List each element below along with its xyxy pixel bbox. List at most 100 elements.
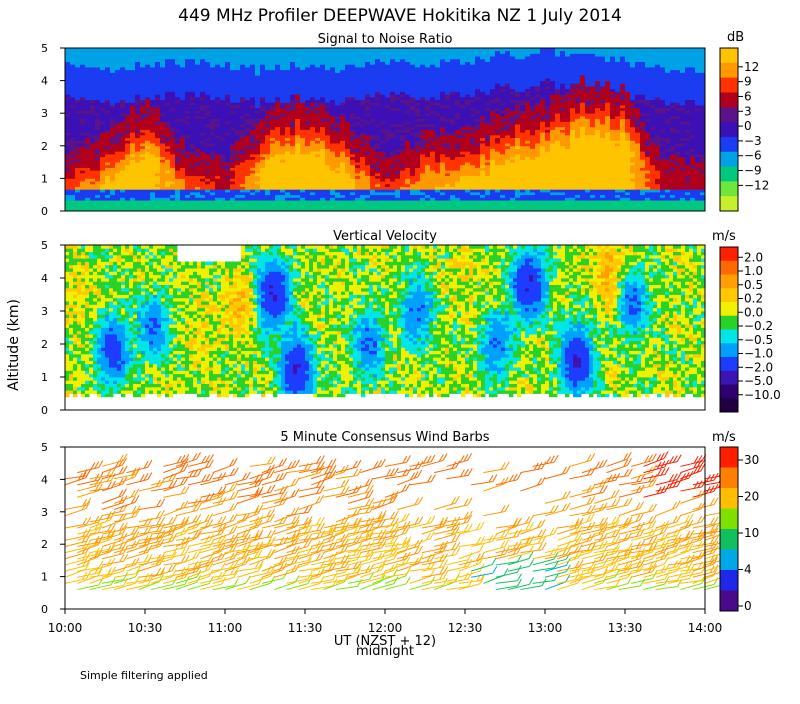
snr-cell xyxy=(430,67,436,71)
snr-cell xyxy=(315,107,321,111)
snr-cell xyxy=(235,162,241,166)
snr-cell xyxy=(400,162,406,166)
snr-cell xyxy=(105,148,111,152)
snr-cell xyxy=(330,53,336,57)
snr-cell xyxy=(340,148,346,152)
snr-cell xyxy=(380,129,386,133)
snr-cell xyxy=(460,58,466,62)
snr-cell xyxy=(460,115,466,120)
snr-cell xyxy=(420,162,426,166)
snr-cell xyxy=(140,153,146,158)
snr-cell xyxy=(185,77,191,81)
snr-cell xyxy=(175,186,181,190)
snr-cell xyxy=(380,143,386,147)
snr-cell xyxy=(270,145,276,149)
snr-cell xyxy=(80,50,86,54)
snr-cell xyxy=(280,172,286,177)
snr-cell xyxy=(420,145,426,149)
snr-cell xyxy=(440,115,446,120)
snr-cell xyxy=(160,132,166,136)
snr-cell xyxy=(465,96,471,101)
snr-cell xyxy=(455,72,461,76)
snr-cell xyxy=(155,124,161,128)
snr-cell xyxy=(130,197,136,201)
snr-cell xyxy=(430,178,436,182)
snr-cell xyxy=(145,175,151,179)
snr-cell xyxy=(420,48,426,52)
snr-cell xyxy=(150,145,156,149)
snr-cell xyxy=(385,156,391,160)
snr-cell xyxy=(365,151,371,155)
snr-cell xyxy=(450,99,456,103)
snr-cell xyxy=(175,58,181,62)
snr-cell xyxy=(95,132,101,136)
snr-cell xyxy=(280,162,286,166)
snr-cell xyxy=(225,91,231,95)
snr-cell xyxy=(425,88,431,92)
snr-cell xyxy=(350,178,356,182)
snr-cell xyxy=(460,189,466,193)
snr-cell xyxy=(320,115,326,120)
snr-cell xyxy=(365,162,371,166)
snr-cell xyxy=(285,110,291,114)
snr-cell xyxy=(245,132,251,136)
snr-cell xyxy=(380,88,386,92)
snr-cell xyxy=(260,126,266,130)
snr-cell xyxy=(290,67,296,71)
snr-cell xyxy=(260,162,266,166)
snr-cell xyxy=(115,113,121,117)
snr-cell xyxy=(105,124,111,128)
snr-cell xyxy=(95,53,101,57)
snr-cell xyxy=(280,183,286,187)
snr-cell xyxy=(135,91,141,95)
snr-cell xyxy=(160,56,166,60)
snr-cell xyxy=(315,61,321,65)
snr-cell xyxy=(185,134,191,139)
snr-cell xyxy=(460,205,466,209)
snr-cell xyxy=(455,64,461,68)
snr-cell xyxy=(395,164,401,168)
snr-cell xyxy=(330,153,336,158)
snr-cell xyxy=(375,113,381,117)
snr-cell xyxy=(100,143,106,147)
snr-cell xyxy=(365,205,371,209)
snr-cell xyxy=(75,164,81,168)
snr-cell xyxy=(300,94,306,98)
snr-cell xyxy=(205,205,211,209)
snr-cell xyxy=(350,75,356,79)
snr-cell xyxy=(65,189,71,193)
snr-cell xyxy=(125,156,131,160)
snr-cell xyxy=(340,80,346,84)
snr-cell xyxy=(155,56,161,60)
snr-cell xyxy=(310,75,316,79)
snr-cell xyxy=(305,105,311,109)
snr-cell xyxy=(455,170,461,174)
snr-cell xyxy=(370,202,376,206)
snr-cell xyxy=(250,162,256,166)
snr-cell xyxy=(380,64,386,68)
snr-cell xyxy=(315,162,321,166)
snr-cell xyxy=(195,181,201,185)
snr-cell xyxy=(200,153,206,158)
snr-cell xyxy=(125,118,131,122)
snr-cell xyxy=(180,56,186,60)
snr-cell xyxy=(260,107,266,111)
snr-cell xyxy=(140,148,146,152)
snr-cell xyxy=(400,183,406,187)
snr-cell xyxy=(190,64,196,68)
snr-cell xyxy=(395,67,401,71)
snr-cell xyxy=(100,134,106,139)
snr-cell xyxy=(305,200,311,204)
snr-cell xyxy=(270,159,276,163)
snr-cell xyxy=(395,205,401,209)
snr-cell xyxy=(180,88,186,92)
snr-cell xyxy=(290,75,296,79)
snr-cell xyxy=(155,113,161,117)
snr-cell xyxy=(180,208,186,212)
snr-cell xyxy=(340,69,346,73)
snr-cell xyxy=(215,64,221,68)
snr-cell xyxy=(380,121,386,125)
snr-cell xyxy=(140,186,146,190)
snr-cell xyxy=(295,115,301,120)
snr-cell xyxy=(305,56,311,60)
